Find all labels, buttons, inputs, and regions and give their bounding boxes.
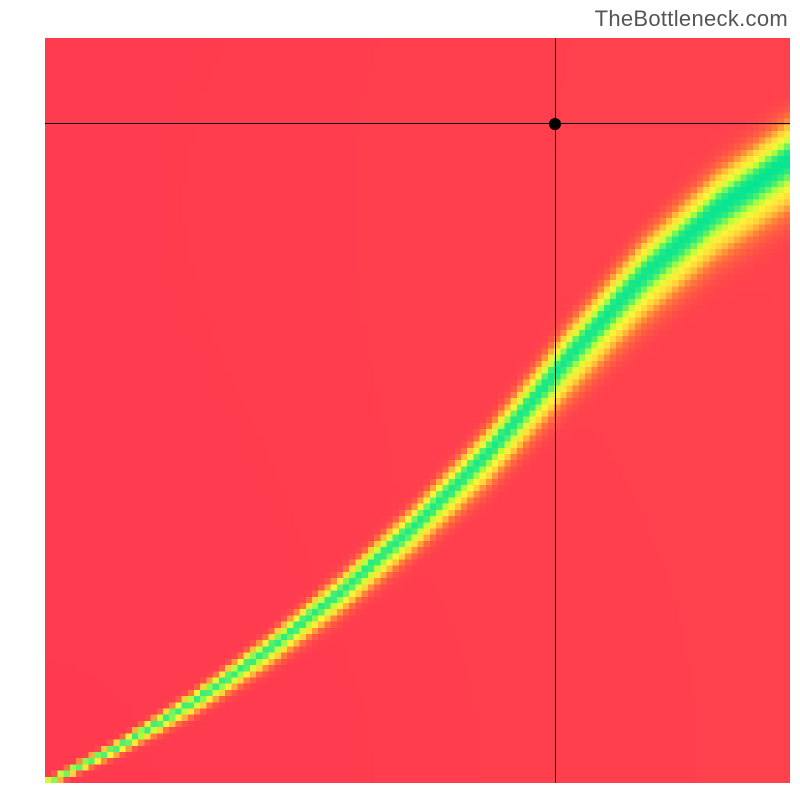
watermark-text: TheBottleneck.com: [595, 6, 788, 32]
marker-dot: [549, 118, 561, 130]
crosshair-vertical: [555, 38, 556, 783]
heatmap-canvas: [45, 38, 790, 783]
crosshair-horizontal: [45, 123, 790, 124]
heatmap-plot: [45, 38, 790, 783]
